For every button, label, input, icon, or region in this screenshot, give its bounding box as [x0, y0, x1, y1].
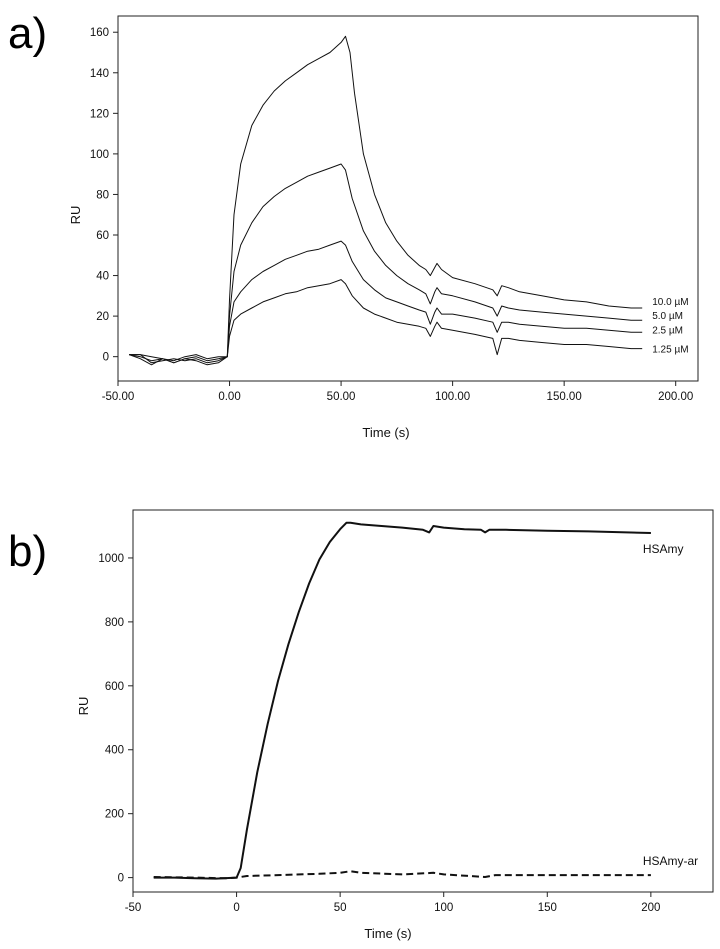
x-tick-label: 0.00 — [218, 391, 240, 403]
x-tick-label: 0 — [233, 902, 239, 914]
y-tick-label: 200 — [105, 809, 124, 821]
series-group-a: 10.0 µM 5.0 µM 2.5 µM 1.25 µM — [129, 35, 689, 366]
y-tick-label: 600 — [105, 681, 124, 693]
y-tick-label: 400 — [105, 745, 124, 757]
series-label-a-4: 1.25 µM — [652, 345, 688, 356]
plot-frame-a — [117, 15, 699, 382]
x-axis-a: -50.00 0.00 50.00 100.00 150.00 200.00 — [102, 381, 693, 403]
series-line-b-2 — [153, 870, 651, 880]
plot-frame-b — [132, 509, 714, 893]
x-tick-label: -50.00 — [102, 391, 135, 403]
y-tick-label: 0 — [118, 873, 124, 885]
y-axis-title-a: RU — [68, 206, 83, 225]
x-tick-label: -50 — [125, 902, 142, 914]
series-label-b-1: HSAmy — [643, 542, 684, 556]
x-tick-label: 200 — [641, 902, 660, 914]
panel-label-a: a) — [8, 9, 47, 58]
y-tick-label: 140 — [90, 68, 109, 80]
series-line-a-2 — [129, 163, 643, 364]
series-label-a-2: 5.0 µM — [652, 311, 683, 322]
y-axis-title-b: RU — [76, 697, 91, 716]
series-label-a-3: 2.5 µM — [652, 325, 683, 336]
y-axis-b: 0 200 400 600 800 1000 — [98, 553, 133, 885]
x-tick-label: 150.00 — [547, 391, 582, 403]
series-line-a-4 — [129, 279, 643, 366]
x-tick-label: 200.00 — [658, 391, 693, 403]
x-axis-title-b: Time (s) — [364, 926, 411, 941]
chart-panel-b: b) -50 0 50 100 150 200 0 200 400 600 800 1000 HSA… — [8, 509, 714, 941]
y-tick-label: 80 — [96, 189, 109, 201]
x-axis-b: -50 0 50 100 150 200 — [125, 892, 660, 914]
series-line-a-3 — [129, 240, 643, 364]
x-tick-label: 50 — [334, 902, 347, 914]
x-axis-title-a: Time (s) — [362, 425, 409, 440]
y-tick-label: 100 — [90, 149, 109, 161]
x-tick-label: 100.00 — [435, 391, 470, 403]
panel-label-b: b) — [8, 527, 47, 576]
series-group-b: HSAmy HSAmy-ar — [153, 521, 698, 880]
y-tick-label: 0 — [103, 352, 109, 364]
x-tick-label: 50.00 — [327, 391, 356, 403]
y-tick-label: 60 — [96, 230, 109, 242]
series-label-a-1: 10.0 µM — [652, 297, 688, 308]
x-tick-label: 100 — [434, 902, 453, 914]
y-tick-label: 800 — [105, 617, 124, 629]
y-tick-label: 160 — [90, 27, 109, 39]
chart-panel-a: a) -50.00 0.00 50.00 100.00 150.00 200.00 0 20… — [8, 9, 699, 440]
y-tick-label: 40 — [96, 271, 109, 283]
x-tick-label: 150 — [538, 902, 557, 914]
series-label-b-2: HSAmy-ar — [643, 854, 698, 868]
series-line-a-1 — [129, 35, 643, 362]
y-axis-a: 0 20 40 60 80 100 120 140 160 — [90, 27, 118, 364]
series-line-b-1 — [153, 521, 651, 880]
y-tick-label: 1000 — [98, 553, 124, 565]
y-tick-label: 20 — [96, 311, 109, 323]
y-tick-label: 120 — [90, 108, 109, 120]
